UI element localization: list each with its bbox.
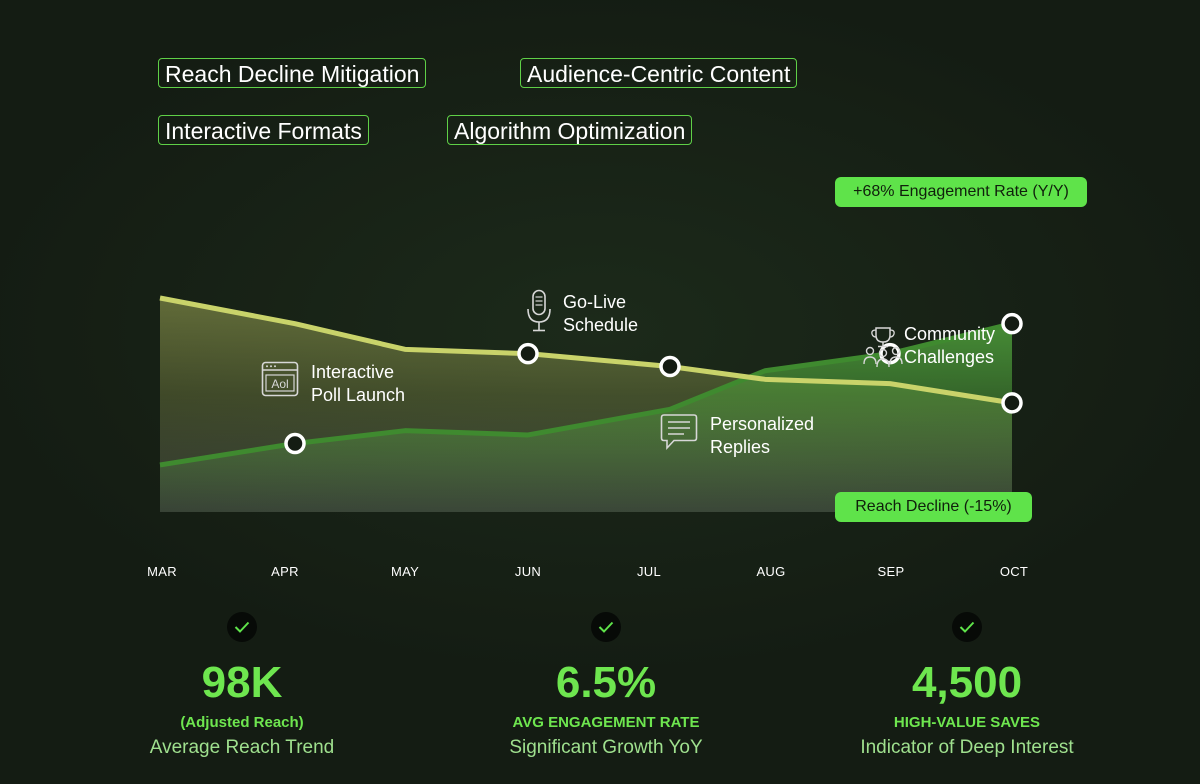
marker-engagement-oct bbox=[1001, 312, 1023, 335]
month-label-jul: JUL bbox=[636, 564, 662, 579]
marker-reach-jul bbox=[659, 355, 681, 378]
month-label-aug: AUG bbox=[756, 564, 786, 579]
chat-bubble-icon bbox=[660, 414, 698, 451]
poll-window-icon: Aol bbox=[261, 361, 299, 397]
tag-audience-centric-content: Audience-Centric Content bbox=[520, 58, 798, 88]
callout-go-live-schedule: Go-Live Schedule bbox=[563, 292, 639, 335]
callout-personalized-replies: Personalized Replies bbox=[710, 414, 815, 457]
kpi-adjusted-reach: 98K (Adjusted Reach) Average Reach Trend bbox=[92, 612, 392, 760]
kpi-high-value-saves: 4,500 HIGH-VALUE SAVES Indicator of Deep… bbox=[817, 612, 1117, 760]
month-label-may: MAY bbox=[390, 564, 420, 579]
month-label-apr: APR bbox=[271, 564, 299, 579]
month-label-mar: MAR bbox=[147, 564, 177, 579]
check-icon bbox=[952, 612, 982, 642]
kpi-subtitle: Significant Growth YoY bbox=[509, 737, 703, 758]
marker-reach-jun bbox=[517, 342, 539, 365]
reach-decline-badge: Reach Decline (-15%) bbox=[835, 492, 1032, 522]
kpi-label: AVG ENGAGEMENT RATE bbox=[512, 714, 700, 731]
check-icon bbox=[591, 612, 621, 642]
month-label-oct: OCT bbox=[999, 564, 1029, 579]
microphone-icon bbox=[527, 289, 551, 332]
kpi-value: 6.5% bbox=[555, 658, 657, 707]
callout-community-challenges: Community Challenges bbox=[904, 324, 996, 367]
marker-reach-oct bbox=[1001, 392, 1023, 414]
svg-text:Aol: Aol bbox=[271, 377, 288, 391]
kpi-value: 98K bbox=[201, 658, 283, 707]
tag-interactive-formats: Interactive Formats bbox=[158, 115, 369, 145]
month-label-sep: SEP bbox=[877, 564, 905, 579]
engagement-rate-badge: +68% Engagement Rate (Y/Y) bbox=[835, 177, 1087, 207]
kpi-engagement-rate: 6.5% AVG ENGAGEMENT RATE Significant Gro… bbox=[456, 612, 756, 760]
kpi-value: 4,500 bbox=[911, 658, 1023, 707]
kpi-label: (Adjusted Reach) bbox=[180, 714, 304, 731]
trophy-group-icon bbox=[863, 327, 903, 368]
tag-reach-decline-mitigation: Reach Decline Mitigation bbox=[158, 58, 427, 88]
marker-engagement-apr bbox=[284, 432, 306, 455]
callout-interactive-poll-launch: Interactive Poll Launch bbox=[311, 362, 406, 405]
tag-algorithm-optimization: Algorithm Optimization bbox=[447, 115, 693, 145]
kpi-label: HIGH-VALUE SAVES bbox=[893, 714, 1041, 731]
month-label-jun: JUN bbox=[514, 564, 542, 579]
kpi-subtitle: Indicator of Deep Interest bbox=[860, 737, 1074, 758]
check-icon bbox=[227, 612, 257, 642]
reach-line bbox=[159, 295, 1013, 406]
kpi-subtitle: Average Reach Trend bbox=[149, 737, 335, 758]
